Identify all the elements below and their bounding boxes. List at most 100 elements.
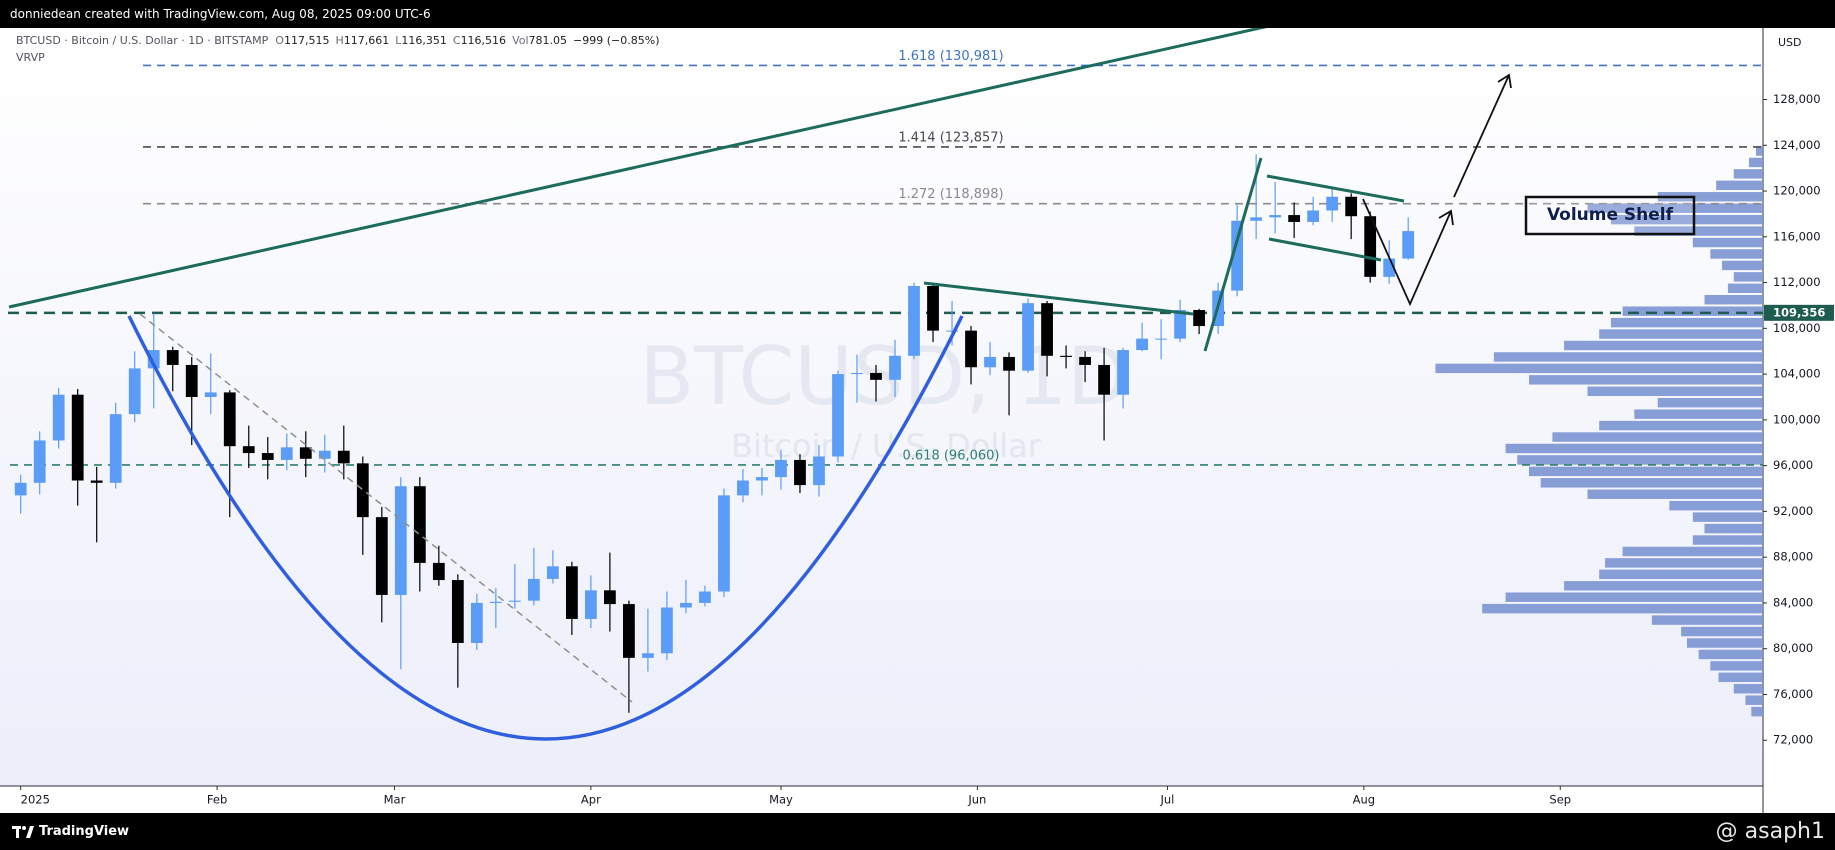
candle-body bbox=[1402, 231, 1415, 259]
volume-profile-bar bbox=[1493, 352, 1763, 362]
cup-curve bbox=[127, 315, 964, 741]
legend-key: H bbox=[335, 34, 344, 47]
x-tick-label: Jun bbox=[967, 793, 986, 807]
logo-text: TradingView bbox=[39, 824, 130, 839]
flag-bottom bbox=[1268, 237, 1382, 262]
candle-body bbox=[90, 480, 103, 483]
legend-key: C bbox=[452, 34, 461, 47]
candle-body bbox=[413, 486, 426, 563]
candle-body bbox=[984, 356, 996, 368]
candle-body bbox=[623, 604, 635, 658]
y-tick-label: 96,000 bbox=[1773, 458, 1813, 472]
candle-body bbox=[1174, 310, 1187, 339]
candle-body bbox=[680, 602, 692, 608]
y-tick-label: 124,000 bbox=[1773, 138, 1821, 152]
y-tick-label: 128,000 bbox=[1773, 92, 1821, 106]
volume-profile-bar bbox=[1599, 420, 1763, 431]
credit: @ asaph1 bbox=[1716, 817, 1825, 847]
candle-body bbox=[1383, 258, 1396, 277]
candle-body bbox=[318, 450, 331, 459]
volume-profile-bar bbox=[1716, 180, 1763, 191]
volume-profile-bar bbox=[1733, 684, 1763, 694]
candle-body bbox=[1060, 355, 1072, 357]
logo: TradingView bbox=[12, 822, 129, 842]
candle-body bbox=[1136, 338, 1148, 351]
x-tick-label: Feb bbox=[207, 793, 227, 807]
candle-body bbox=[1155, 338, 1167, 340]
legend-symbol: BTCUSD · Bitcoin / U.S. Dollar · 1D · BI… bbox=[16, 34, 269, 47]
candle-body bbox=[889, 355, 901, 380]
candle-body bbox=[1288, 215, 1301, 222]
volume-profile-bar bbox=[1435, 363, 1763, 374]
volume-profile-bar bbox=[1722, 260, 1763, 271]
volume-profile-bar bbox=[1751, 706, 1763, 717]
volume-profile-bar bbox=[1748, 157, 1763, 168]
volume-profile-bar bbox=[1610, 214, 1763, 225]
watermark-symbol: BTCUSD, 1D bbox=[639, 330, 1128, 423]
candle-body bbox=[1231, 220, 1244, 291]
candle-body bbox=[927, 286, 939, 331]
top-bar: donniedean created with TradingView.com,… bbox=[0, 0, 1835, 28]
volume-profile-bar bbox=[1599, 569, 1763, 580]
candle-body bbox=[756, 477, 768, 481]
candle-body bbox=[1326, 196, 1339, 211]
breakout-line bbox=[1203, 157, 1263, 352]
candle-body bbox=[1003, 356, 1015, 371]
candle-body bbox=[718, 495, 730, 592]
candle-body bbox=[527, 578, 540, 601]
candle-body bbox=[1269, 215, 1282, 218]
x-tick-label: Sep bbox=[1549, 793, 1571, 807]
v-path bbox=[1362, 198, 1452, 307]
candle-body bbox=[775, 459, 787, 478]
candle-body bbox=[109, 414, 122, 483]
candle-body bbox=[584, 590, 597, 619]
candle-body bbox=[166, 350, 179, 365]
chart: BTCUSD, 1D Bitcoin / U.S. Dollar Volume … bbox=[0, 28, 1835, 813]
plot-background bbox=[0, 28, 1763, 786]
downtrend-line bbox=[139, 313, 633, 703]
y-tick-label: 92,000 bbox=[1773, 504, 1813, 518]
candle-body bbox=[147, 350, 160, 369]
legend-key: L bbox=[395, 34, 402, 47]
candle-body bbox=[71, 394, 84, 481]
candle-body bbox=[965, 330, 977, 368]
fib-label: 1.414 (123,857) bbox=[898, 130, 1003, 145]
drawings bbox=[8, 28, 1696, 741]
candle-body bbox=[356, 463, 369, 518]
candles bbox=[14, 154, 1415, 713]
candle-body bbox=[870, 372, 882, 380]
indicator-label: VRVP bbox=[16, 51, 45, 64]
candle-body bbox=[1079, 356, 1091, 365]
candle-body bbox=[204, 392, 217, 397]
candle-body bbox=[661, 607, 673, 654]
x-tick-label: Apr bbox=[581, 793, 601, 807]
volume-profile-bar bbox=[1564, 581, 1763, 591]
time-axis-background bbox=[0, 786, 1763, 813]
candle-body bbox=[470, 602, 483, 643]
volume-profile-bar bbox=[1517, 455, 1763, 465]
credit-text: @ asaph1 bbox=[1715, 819, 1825, 844]
volume-profile-bar bbox=[1587, 489, 1763, 499]
volume-profile-bar bbox=[1634, 226, 1763, 236]
candle-body bbox=[946, 330, 958, 332]
x-tick-label: Aug bbox=[1353, 793, 1375, 807]
volume-profile-bar bbox=[1605, 558, 1763, 568]
candle-body bbox=[1022, 303, 1034, 371]
candle-body bbox=[699, 591, 711, 603]
candle-body bbox=[337, 450, 350, 464]
trend-line bbox=[8, 28, 1267, 309]
volume-profile-bar bbox=[1704, 295, 1763, 305]
volume-profile-bar bbox=[1718, 672, 1763, 683]
volume-profile-bar bbox=[1727, 283, 1763, 294]
candle-body bbox=[299, 447, 312, 459]
volume-profile-bar bbox=[1692, 512, 1763, 522]
levels bbox=[8, 64, 1763, 466]
handle-line bbox=[923, 281, 1194, 316]
level-label-box bbox=[1764, 304, 1834, 321]
candle-body bbox=[1364, 216, 1377, 277]
volume-profile-bar bbox=[1552, 432, 1763, 442]
volume-profile-bar bbox=[1733, 169, 1763, 179]
volume-profile-bar bbox=[1540, 478, 1763, 488]
volume-profile-bar bbox=[1669, 500, 1763, 511]
